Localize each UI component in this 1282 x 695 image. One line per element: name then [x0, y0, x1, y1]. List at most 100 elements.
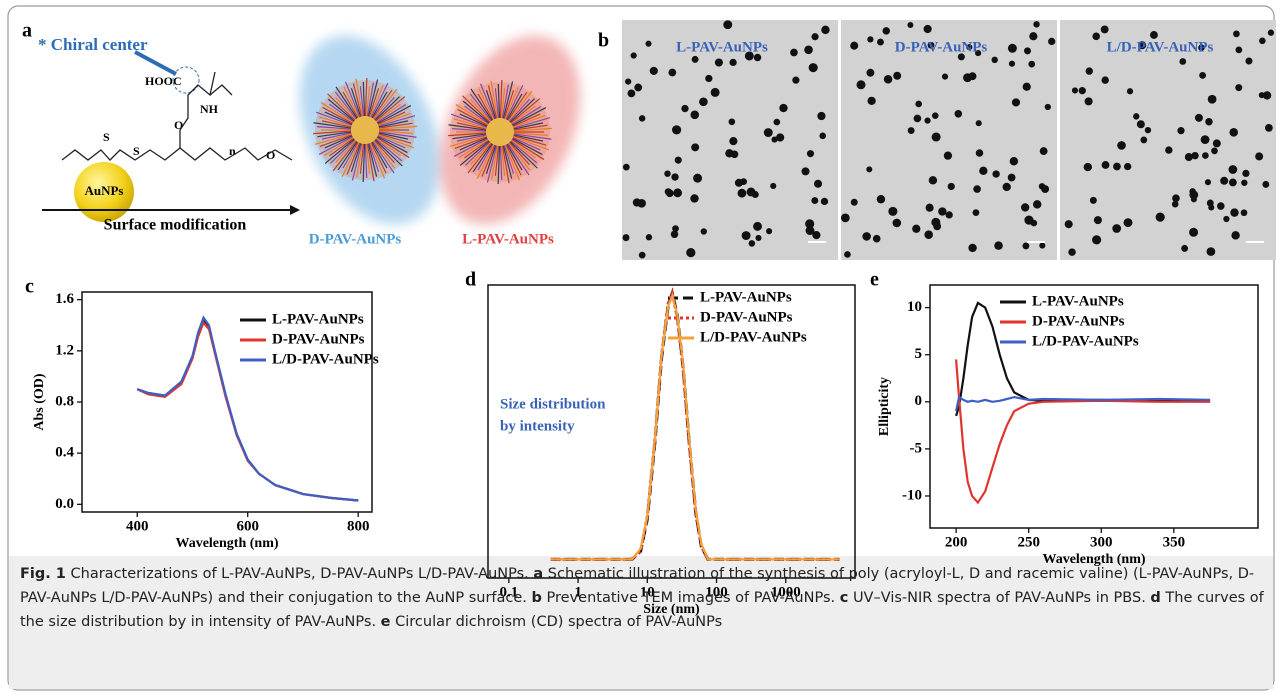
- arrow: [134, 50, 177, 76]
- particle: [975, 149, 984, 157]
- ligand: [500, 88, 506, 119]
- ligand: [503, 89, 515, 119]
- ligand: [334, 91, 357, 120]
- ligand: [318, 116, 352, 127]
- particle: [972, 209, 980, 216]
- tem-label: D-PAV-AuNPs: [895, 39, 988, 55]
- ligand: [472, 143, 493, 173]
- particle: [1021, 203, 1030, 212]
- particle: [748, 240, 756, 247]
- particle: [1230, 208, 1239, 217]
- caption-text: Schematic illustration of the synthesis …: [20, 566, 1255, 606]
- ligand: [330, 139, 356, 164]
- ligand: [366, 82, 374, 117]
- x-tick-label: 350: [1163, 534, 1186, 550]
- ligand: [323, 136, 354, 156]
- ligand: [499, 80, 503, 119]
- ligand: [499, 145, 503, 180]
- ligand: [513, 132, 548, 136]
- ligand: [327, 93, 356, 121]
- particle: [1007, 173, 1016, 182]
- particle: [938, 207, 947, 216]
- particle: [804, 45, 813, 55]
- particle: [1007, 43, 1017, 53]
- particle: [927, 41, 935, 49]
- ligand: [313, 130, 352, 135]
- nanoparticle: [313, 78, 417, 182]
- particle: [1024, 47, 1031, 55]
- particle: [912, 224, 921, 233]
- ligand: [452, 128, 487, 132]
- ligand: [359, 86, 365, 117]
- particle: [1123, 218, 1133, 228]
- particle: [994, 241, 1003, 250]
- particle: [808, 63, 818, 73]
- ligand: [365, 86, 371, 117]
- particle: [773, 118, 781, 126]
- x-tick-label: 100: [705, 584, 728, 600]
- particle: [1039, 242, 1046, 249]
- ligand: [512, 113, 541, 127]
- particle: [806, 150, 815, 158]
- ligand: [374, 139, 403, 167]
- particle: [730, 150, 739, 159]
- particle: [1039, 147, 1048, 156]
- particle: [1126, 88, 1134, 95]
- ligand: [449, 135, 487, 147]
- ligand: [457, 108, 488, 126]
- particle: [1181, 244, 1189, 252]
- ligand: [494, 145, 500, 176]
- ligand: [374, 96, 400, 121]
- x-tick-label: 10: [640, 584, 655, 600]
- ligand: [509, 141, 538, 169]
- ligand: [378, 115, 416, 127]
- ligand: [491, 145, 499, 180]
- particle: [877, 38, 884, 46]
- particle: [1092, 32, 1100, 41]
- caption-text: UV–Vis-NIR spectra of PAV-AuNPs in PBS.: [852, 590, 1146, 606]
- ligand: [512, 107, 547, 126]
- caption-label: c: [839, 590, 849, 606]
- caption-label: e: [380, 614, 391, 630]
- particle: [753, 221, 763, 231]
- particle: [1044, 103, 1051, 111]
- panel-label: b: [598, 30, 609, 52]
- ligand: [500, 145, 506, 176]
- ligand: [342, 141, 359, 169]
- series-line: [136, 319, 359, 502]
- particle: [1101, 76, 1109, 84]
- particle: [1022, 242, 1030, 250]
- ligand: [352, 83, 363, 117]
- particle: [672, 225, 679, 233]
- ligand: [342, 91, 359, 119]
- particle: [1245, 57, 1253, 65]
- ligand: [476, 144, 495, 180]
- atom: n: [229, 144, 236, 158]
- caption-text: Circular dichroism (CD) spectra of PAV-A…: [395, 614, 723, 630]
- particle: [1242, 169, 1250, 178]
- ligand: [378, 122, 413, 129]
- particle: [755, 234, 762, 241]
- ligand: [371, 91, 388, 119]
- particle: [741, 231, 751, 241]
- particle: [1022, 82, 1031, 91]
- ligand: [501, 84, 509, 119]
- particle: [1150, 31, 1158, 39]
- ligand: [509, 98, 535, 123]
- particle: [770, 182, 777, 190]
- particle: [790, 48, 798, 57]
- particle: [691, 143, 700, 152]
- ligand: [332, 140, 357, 172]
- atom: NH: [200, 102, 219, 116]
- particle: [763, 128, 773, 138]
- chain: [61, 147, 293, 161]
- particle: [1078, 87, 1086, 95]
- ligand: [485, 89, 497, 119]
- ligand: [324, 111, 353, 125]
- y-tick-label: 0.4: [55, 445, 74, 461]
- particle: [699, 97, 708, 107]
- caption-label: Fig. 1: [20, 566, 66, 582]
- particle: [991, 56, 998, 64]
- y-tick-label: 1.2: [55, 342, 74, 358]
